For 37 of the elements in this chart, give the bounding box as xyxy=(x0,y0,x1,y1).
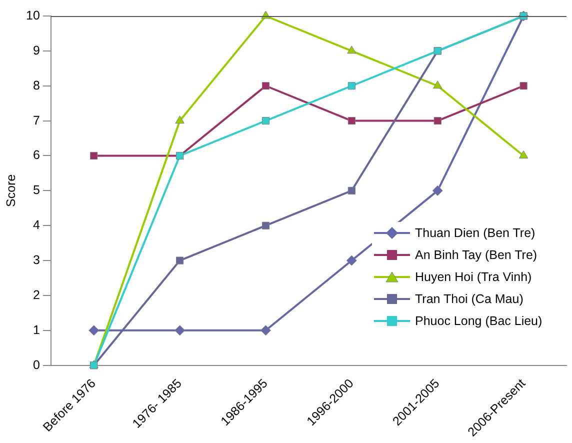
y-tick-label: 9 xyxy=(32,43,40,58)
y-tick-label: 7 xyxy=(32,113,40,128)
y-tick-label: 3 xyxy=(32,252,40,267)
point xyxy=(175,116,184,124)
point xyxy=(262,82,270,90)
point xyxy=(347,46,356,54)
legend-label: Phuoc Long (Bac Lieu) xyxy=(415,314,542,328)
legend-label: Thuan Dien (Ben Tre) xyxy=(415,226,536,240)
y-tick-label: 5 xyxy=(32,183,40,198)
point xyxy=(88,325,100,336)
y-tick-label: 0 xyxy=(32,358,40,372)
y-axis-title: Score xyxy=(4,174,18,207)
y-tick-label: 1 xyxy=(32,322,40,337)
point xyxy=(176,256,184,264)
y-tick-label: 6 xyxy=(32,148,40,162)
point xyxy=(261,10,270,19)
point xyxy=(262,222,270,230)
y-tick-label: 8 xyxy=(32,78,40,92)
y-tick-label: 4 xyxy=(32,218,40,232)
point xyxy=(348,117,356,125)
legend-label: Huyen Hoi (Tra Vinh) xyxy=(415,270,532,284)
point xyxy=(348,186,356,194)
point xyxy=(346,255,357,266)
point xyxy=(260,325,271,336)
point xyxy=(262,117,270,125)
point xyxy=(518,150,528,158)
point xyxy=(90,152,98,160)
point xyxy=(433,80,442,89)
y-tick-label: 10 xyxy=(26,8,40,22)
point xyxy=(520,82,528,90)
legend-label: An Binh Tay (Ben Tre) xyxy=(415,248,538,262)
point xyxy=(432,185,443,196)
point xyxy=(348,82,356,90)
point xyxy=(174,325,186,336)
y-tick-label: 2 xyxy=(32,288,40,302)
legend-label: Tran Thoi (Ca Mau) xyxy=(415,292,524,306)
point xyxy=(434,117,442,125)
